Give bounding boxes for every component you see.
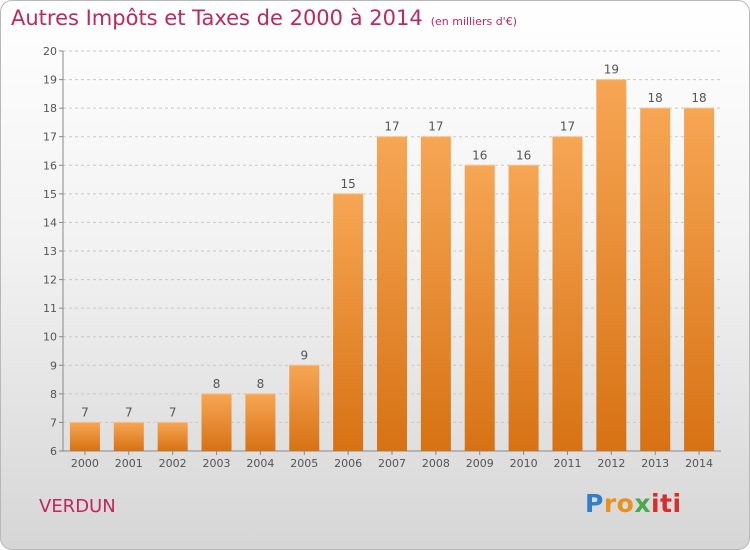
bar-2014 [684,108,715,452]
x-tick-label: 2002 [159,457,187,470]
data-label: 18 [648,91,663,105]
x-tick-label: 2008 [422,457,450,470]
bar-2006 [333,193,364,451]
bar-2002 [157,422,188,451]
x-tick-label: 2007 [378,457,406,470]
logo-letters-ro: ro [603,489,635,518]
x-tick-label: 2001 [115,457,143,470]
y-tick-label: 7 [50,416,57,429]
chart-title-unit: (en milliers d'€) [430,15,517,28]
y-tick-label: 17 [43,131,57,144]
chart-title-main: Autres Impôts et Taxes de 2000 à 2014 [11,6,423,30]
proxiti-logo: Proxiti [585,489,682,518]
data-label: 17 [428,120,443,134]
bar-2003 [201,393,232,451]
bar-2000 [69,422,100,451]
bar-2010 [508,165,539,452]
data-label: 9 [300,348,308,362]
y-tick-label: 14 [43,216,57,229]
data-label: 19 [604,63,619,77]
y-tick-label: 12 [43,274,57,287]
y-tick-label: 15 [43,188,57,201]
y-tick-label: 13 [43,245,57,258]
x-tick-label: 2004 [246,457,274,470]
x-tick-label: 2006 [334,457,362,470]
logo-letter-x: x [634,489,651,518]
bar-2007 [377,136,407,451]
data-label: 7 [169,405,177,419]
y-tick-label: 10 [43,331,57,344]
y-tick-label: 11 [43,302,57,315]
bar-2009 [464,165,495,452]
bar-2012 [596,79,627,452]
y-tick-label: 20 [43,45,57,58]
x-tick-label: 2000 [71,457,99,470]
x-tick-label: 2014 [685,457,713,470]
bar-2005 [289,365,320,451]
logo-letters-iti: iti [650,489,682,518]
data-label: 16 [472,148,487,162]
x-tick-label: 2010 [510,457,538,470]
data-label: 7 [81,405,89,419]
y-tick-label: 18 [43,102,57,115]
data-label: 8 [213,377,221,391]
y-tick-label: 9 [50,359,57,372]
x-tick-label: 2011 [553,457,581,470]
data-label: 7 [125,405,133,419]
x-tick-label: 2009 [466,457,494,470]
bar-2004 [245,393,276,451]
data-label: 15 [340,177,355,191]
bar-2013 [640,108,671,452]
x-tick-label: 2003 [203,457,231,470]
city-name: VERDUN [39,496,116,517]
x-tick-label: 2005 [290,457,318,470]
data-label: 18 [691,91,706,105]
bar-2001 [113,422,144,451]
data-labels: 7 7 7 8 8 9 15 17 17 16 16 17 19 18 18 [81,63,707,420]
y-tick-label: 8 [50,388,57,401]
x-tick-label: 2012 [597,457,625,470]
y-tick-label: 16 [43,159,57,172]
data-label: 16 [516,148,531,162]
y-tick-label: 19 [43,74,57,87]
x-tick-label: 2013 [641,457,669,470]
logo-letter-p: P [585,489,604,518]
bars [69,79,715,452]
y-tick-label: 6 [50,445,57,458]
data-label: 17 [384,120,399,134]
bar-2008 [420,136,451,451]
data-label: 17 [560,120,575,134]
data-label: 8 [257,377,265,391]
bar-2011 [552,136,583,451]
chart-title: Autres Impôts et Taxes de 2000 à 2014 (en… [11,6,517,30]
